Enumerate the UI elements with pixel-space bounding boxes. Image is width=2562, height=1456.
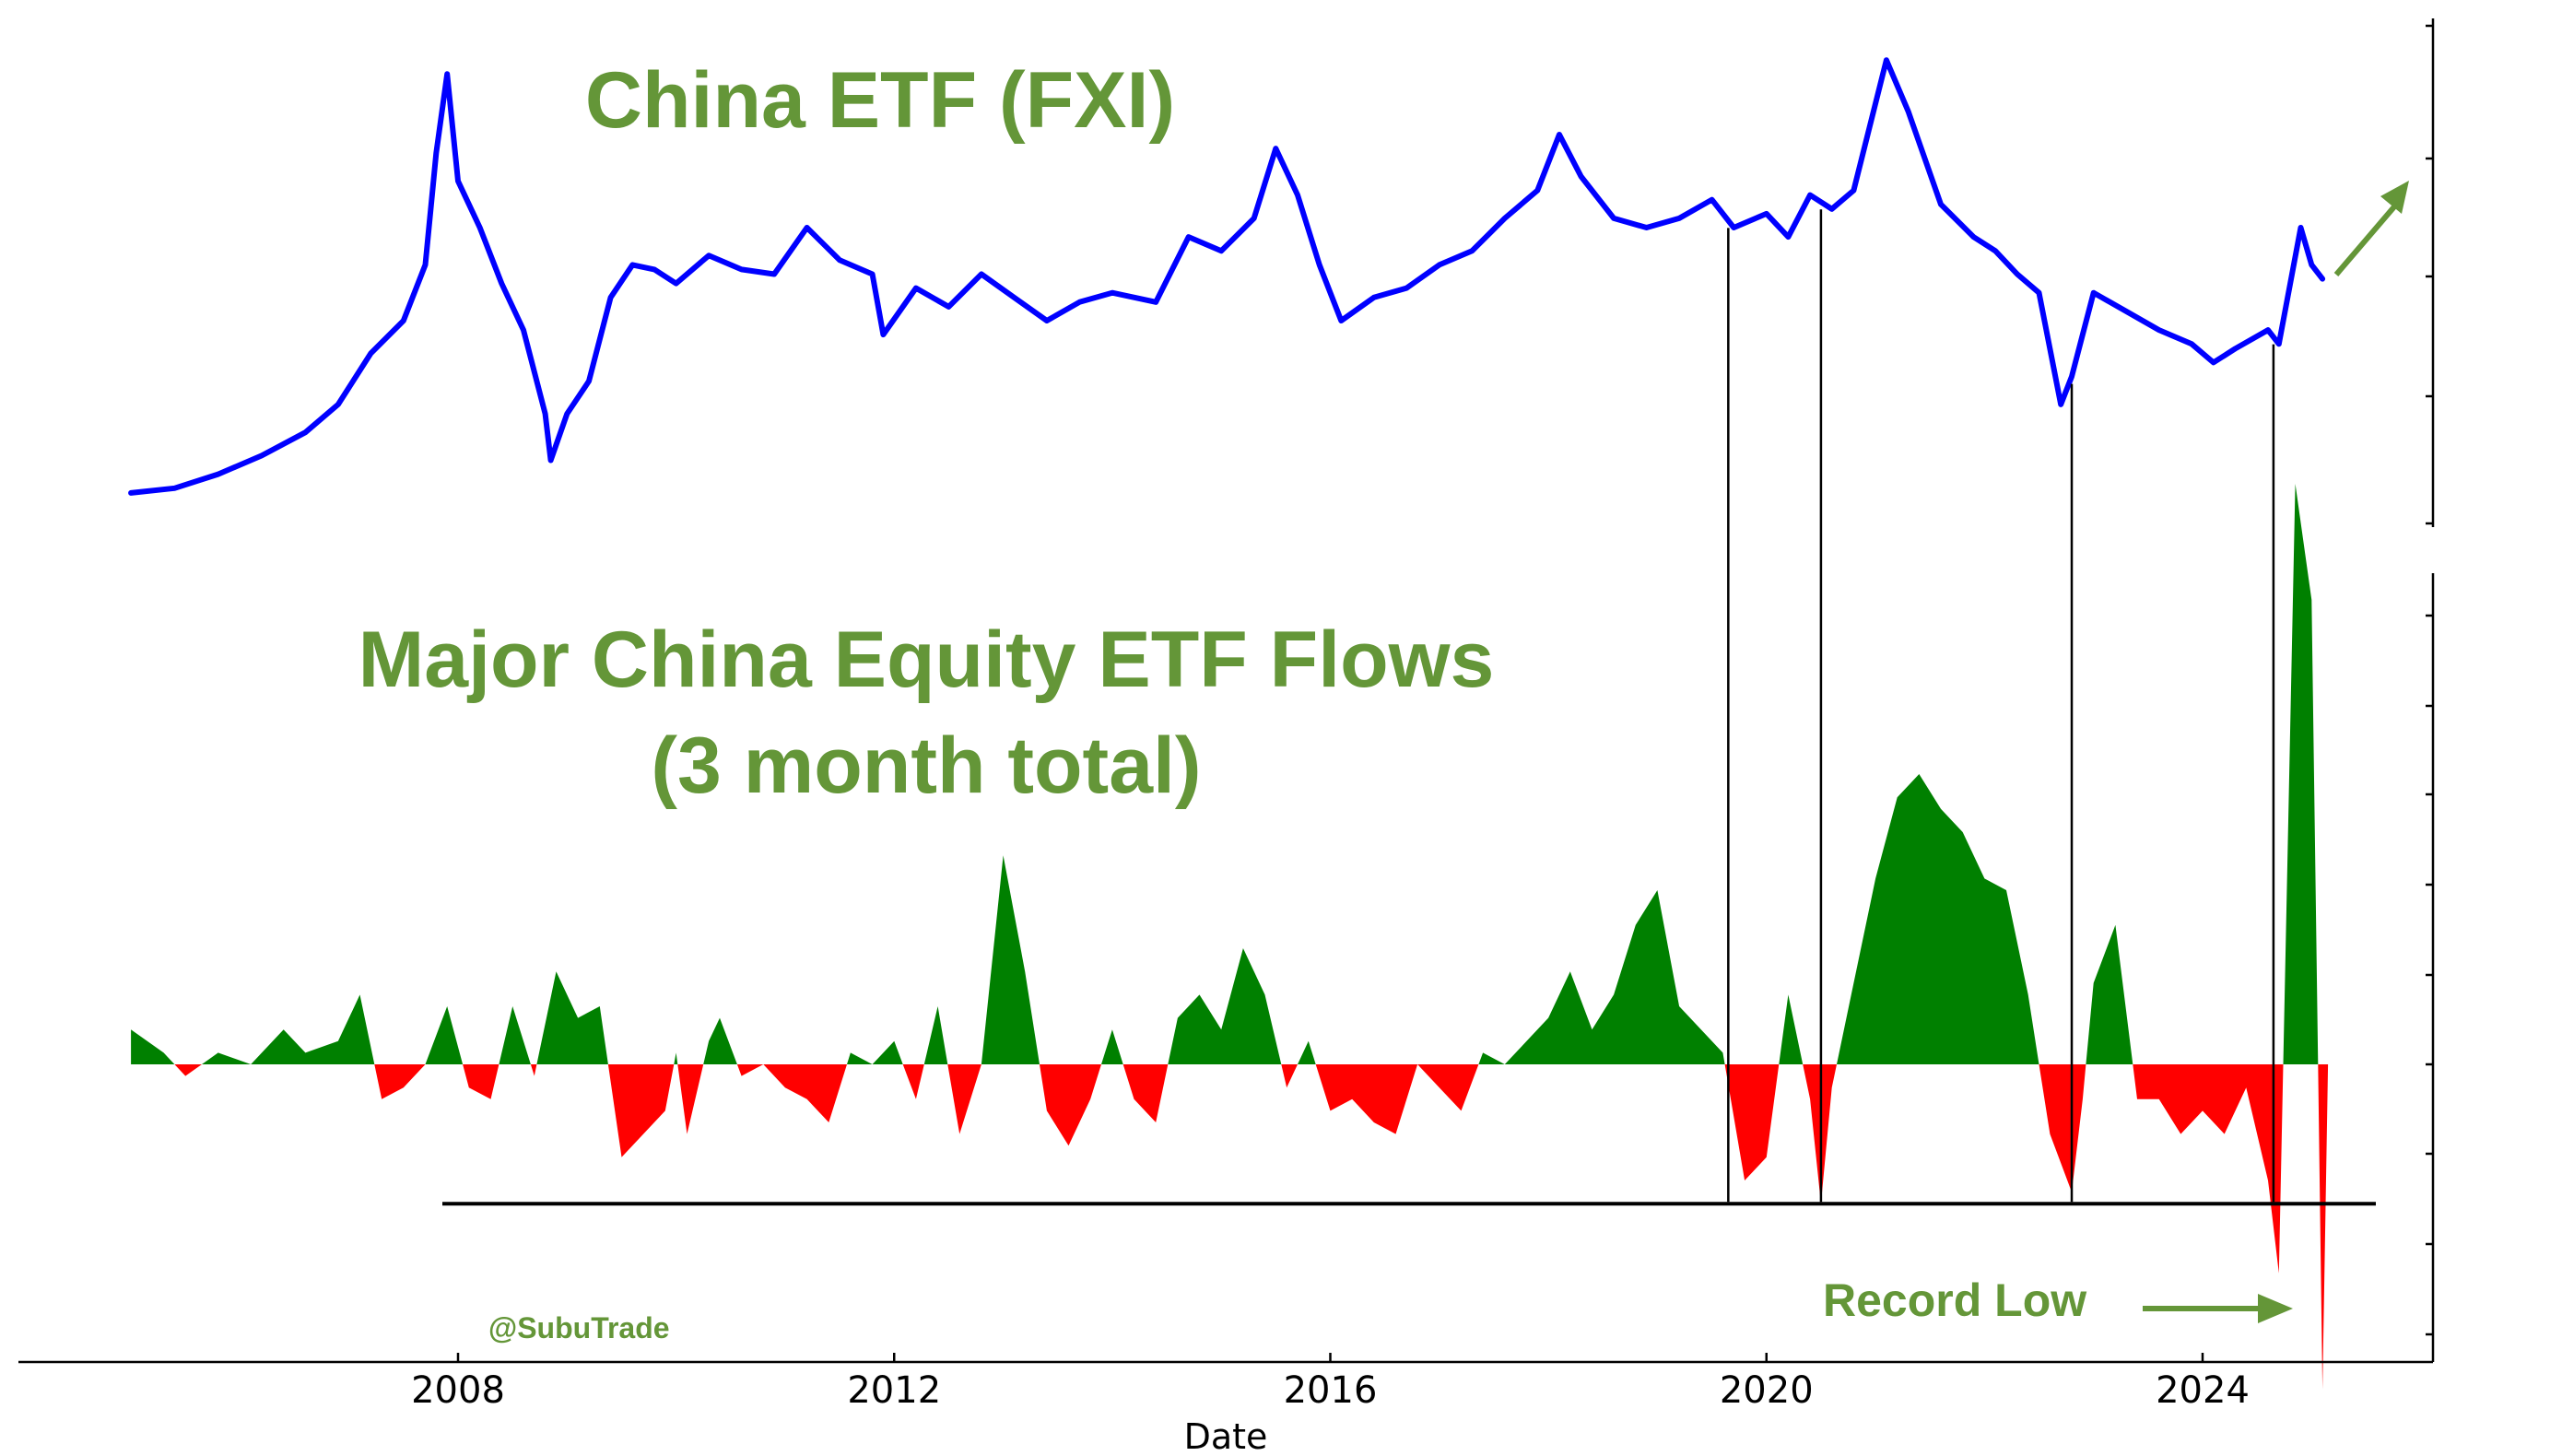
flows-panel-title-line2: (3 month total) bbox=[651, 722, 1201, 810]
price-panel: China ETF (FXI) bbox=[128, 18, 2435, 527]
author-handle: @SubuTrade bbox=[488, 1311, 670, 1344]
x-tick-label: 2016 bbox=[1284, 1369, 1378, 1412]
x-tick-label: 2008 bbox=[411, 1369, 505, 1412]
x-tick-label: 2020 bbox=[1720, 1369, 1814, 1412]
x-tick-label: 2012 bbox=[847, 1369, 941, 1412]
x-axis-ticks: 2008 2012 2016 2020 2024 bbox=[411, 1353, 2250, 1412]
x-tick-label: 2024 bbox=[2156, 1369, 2250, 1412]
flows-panel-title-line1: Major China Equity ETF Flows bbox=[358, 616, 1495, 704]
price-panel-title: China ETF (FXI) bbox=[585, 56, 1175, 145]
x-axis: 2008 2012 2016 2020 2024 Date bbox=[18, 1353, 2433, 1456]
price-panel-y-ticks bbox=[2426, 24, 2433, 525]
inflow-area bbox=[131, 484, 2333, 1064]
flows-panel: Major China Equity ETF Flows (3 month to… bbox=[131, 209, 2435, 1390]
record-low-label: Record Low bbox=[1823, 1274, 2086, 1326]
up-trend-arrow bbox=[2333, 181, 2409, 276]
event-marker-lines bbox=[1727, 209, 2275, 1203]
fxi-price-line bbox=[128, 57, 2326, 496]
record-low-arrow bbox=[2143, 1294, 2293, 1323]
flows-panel-y-ticks bbox=[2426, 614, 2433, 1336]
etf-flow-areas bbox=[131, 484, 2333, 1390]
x-axis-label: Date bbox=[1184, 1416, 1268, 1456]
outflow-area bbox=[131, 1064, 2333, 1390]
